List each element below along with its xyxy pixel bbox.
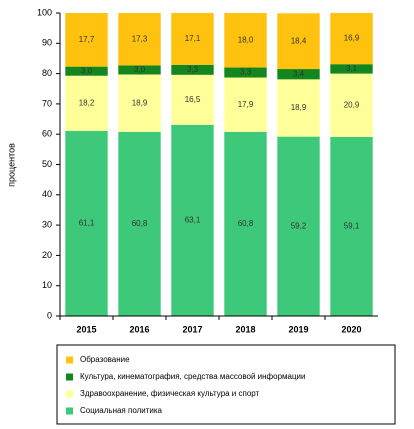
bar-segment (277, 69, 320, 80)
value-label: 18,2 (79, 98, 95, 107)
y-tick-label: 60 (42, 129, 52, 139)
bar-segment (118, 13, 161, 66)
value-label: 3,0 (134, 65, 146, 74)
bar-segment (65, 130, 108, 316)
value-label: 60,8 (238, 219, 254, 228)
x-tick-label: 2016 (129, 324, 149, 334)
value-label: 17,9 (238, 100, 254, 109)
legend-box (56, 344, 396, 425)
bar-segment (171, 64, 214, 75)
y-tick-label: 0 (47, 310, 52, 320)
value-label: 17,1 (185, 34, 201, 43)
value-label: 59,2 (291, 221, 307, 230)
legend-swatch (66, 407, 73, 415)
bar-segment (277, 13, 320, 70)
bar-segment (277, 79, 320, 137)
legend-swatch (66, 390, 73, 398)
value-label: 18,9 (291, 103, 307, 112)
bar-segment (330, 73, 373, 137)
x-tick-label: 2018 (235, 324, 255, 334)
value-label: 20,9 (344, 100, 360, 109)
value-label: 61,1 (79, 219, 95, 228)
bar-segment (224, 67, 267, 78)
value-label: 60,8 (132, 219, 148, 228)
bar-segment (171, 124, 214, 316)
y-tick-label: 10 (42, 280, 52, 290)
value-label: 3,1 (346, 64, 358, 73)
bar-segment (330, 64, 373, 74)
y-tick-label: 30 (42, 219, 52, 229)
value-label: 3,0 (81, 66, 93, 75)
value-label: 17,3 (132, 34, 148, 43)
value-label: 3,3 (240, 68, 252, 77)
value-label: 18,4 (291, 36, 307, 45)
bar-segment (65, 75, 108, 131)
legend-label: Образование (80, 355, 130, 364)
bar-segment (224, 77, 267, 132)
legend-label: Социальная политика (80, 406, 163, 415)
x-tick-label: 2017 (182, 324, 202, 334)
bar-segment (118, 74, 161, 132)
y-tick-label: 80 (42, 68, 52, 78)
bar-segment (171, 13, 214, 65)
x-tick-label: 2015 (76, 324, 96, 334)
y-tick-label: 70 (42, 98, 52, 108)
bar-segment (224, 13, 267, 68)
y-tick-label: 90 (42, 38, 52, 48)
y-tick-label: 50 (42, 159, 52, 169)
y-tick-label: 20 (42, 250, 52, 260)
x-tick-label: 2020 (341, 324, 361, 334)
value-label: 18,9 (132, 98, 148, 107)
bar-segment (118, 65, 161, 75)
bar-segment (224, 131, 267, 316)
value-label: 16,9 (344, 34, 360, 43)
value-label: 18,0 (238, 35, 254, 44)
y-tick-label: 40 (42, 189, 52, 199)
value-label: 63,1 (185, 216, 201, 225)
legend-swatch (66, 373, 73, 381)
value-label: 17,7 (79, 35, 95, 44)
y-axis-label: процентов (6, 143, 16, 187)
bar-segment (277, 136, 320, 316)
value-label: 59,1 (344, 222, 360, 231)
bar-segment (65, 13, 108, 67)
bar-segment (330, 13, 373, 65)
legend-label: Здравоохранение, физическая культура и с… (80, 389, 260, 398)
bar-segment (330, 136, 373, 316)
value-label: 16,5 (185, 95, 201, 104)
x-tick-label: 2019 (288, 324, 308, 334)
bar-segment (65, 66, 108, 76)
legend-label: Культура, кинематография, средства массо… (80, 372, 306, 381)
value-label: 3,3 (187, 65, 199, 74)
legend-swatch (66, 356, 73, 364)
y-tick-label: 100 (37, 7, 52, 17)
bar-segment (171, 74, 214, 125)
value-label: 3,4 (293, 69, 305, 78)
bar-segment (118, 131, 161, 316)
